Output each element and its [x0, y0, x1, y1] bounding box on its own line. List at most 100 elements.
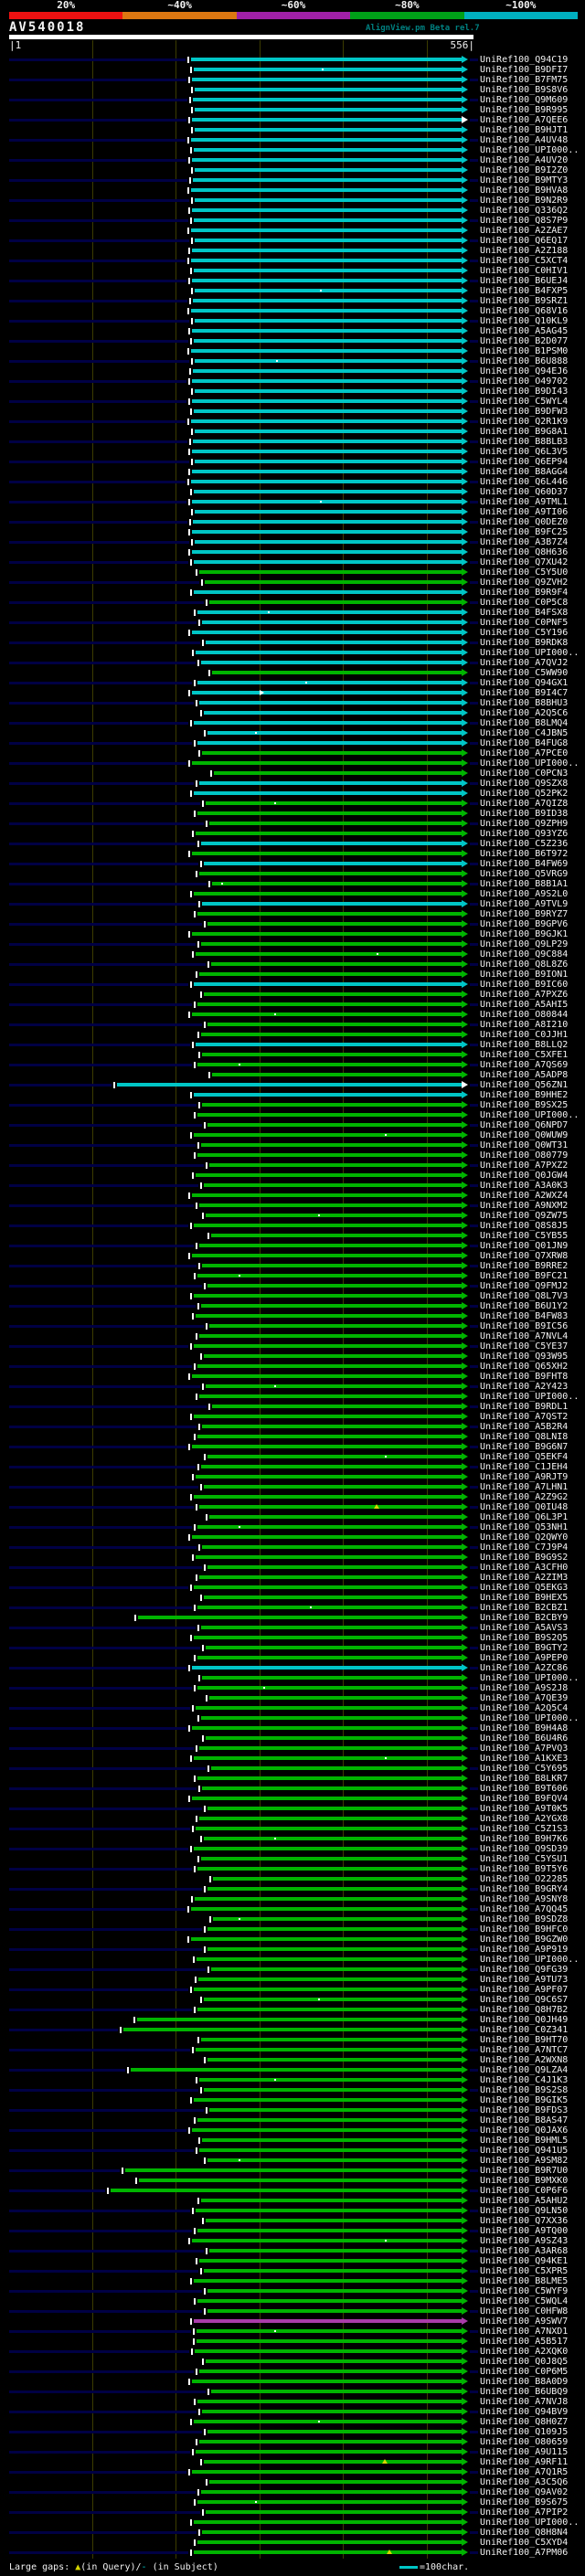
- hit-label[interactable]: UniRef100_B9RYZ7: [480, 909, 569, 919]
- hit-bar[interactable]: [190, 419, 463, 423]
- hit-bar[interactable]: [197, 1656, 463, 1659]
- hit-bar[interactable]: [212, 1405, 463, 1408]
- hit-bar[interactable]: [190, 138, 463, 142]
- hit-label[interactable]: UniRef100_C5YE37: [480, 1341, 569, 1352]
- hit-row[interactable]: UniRef100_B9I4C7: [0, 688, 585, 698]
- hit-label[interactable]: UniRef100_B9GTY2: [480, 1643, 569, 1653]
- hit-row[interactable]: UniRef100_O80779: [0, 1150, 585, 1161]
- hit-label[interactable]: UniRef100_B9R9F4: [480, 588, 569, 598]
- hit-label[interactable]: UniRef100_B8LMQ4: [480, 718, 569, 728]
- hit-bar[interactable]: [192, 399, 463, 403]
- hit-label[interactable]: UniRef100_A9RF11: [480, 2457, 569, 2467]
- hit-bar[interactable]: [205, 580, 463, 584]
- hit-row[interactable]: UniRef100_C5Y695: [0, 1764, 585, 1774]
- hit-row[interactable]: UniRef100_B4FW69: [0, 859, 585, 869]
- hit-bar[interactable]: [196, 1043, 463, 1046]
- hit-label[interactable]: UniRef100_B8LKR7: [480, 1774, 569, 1784]
- hit-row[interactable]: UniRef100_A5B517: [0, 2337, 585, 2347]
- hit-label[interactable]: UniRef100_A7NTC7: [480, 2045, 569, 2055]
- hit-bar[interactable]: [197, 2008, 463, 2011]
- hit-label[interactable]: UniRef100_B9G8A1: [480, 427, 569, 437]
- hit-row[interactable]: UniRef100_B4FUG8: [0, 738, 585, 748]
- hit-label[interactable]: UniRef100_B9H7K6: [480, 1834, 569, 1844]
- hit-bar[interactable]: [204, 711, 463, 715]
- hit-bar[interactable]: [192, 1797, 463, 1800]
- hit-label[interactable]: UniRef100_Q9SD39: [480, 1844, 569, 1854]
- hit-row[interactable]: UniRef100_A2ZC86: [0, 1663, 585, 1673]
- hit-row[interactable]: UniRef100_Q68V16: [0, 306, 585, 316]
- hit-bar[interactable]: [194, 2319, 463, 2323]
- hit-row[interactable]: UniRef100_Q65XH2: [0, 1362, 585, 1372]
- hit-label[interactable]: UniRef100_B9MTY3: [480, 175, 569, 186]
- hit-row[interactable]: UniRef100_A2YGX8: [0, 1814, 585, 1824]
- hit-bar[interactable]: [192, 249, 463, 252]
- hit-bar[interactable]: [194, 1294, 463, 1298]
- hit-row[interactable]: UniRef100_C5WYF9: [0, 2286, 585, 2296]
- hit-bar[interactable]: [202, 1545, 463, 1549]
- hit-row[interactable]: UniRef100_A9SM82: [0, 2156, 585, 2166]
- hit-label[interactable]: UniRef100_A9TML1: [480, 497, 569, 507]
- hit-label[interactable]: UniRef100_B6UBQ9: [480, 2387, 569, 2397]
- hit-bar[interactable]: [194, 1585, 463, 1589]
- hit-row[interactable]: UniRef100_Q94EJ6: [0, 366, 585, 376]
- hit-row[interactable]: UniRef100_A9U115: [0, 2447, 585, 2457]
- hit-label[interactable]: UniRef100_B6U4R6: [480, 1733, 569, 1744]
- hit-bar[interactable]: [198, 2259, 463, 2263]
- hit-label[interactable]: UniRef100_A7PCE0: [480, 748, 569, 758]
- hit-label[interactable]: UniRef100_UPI000..: [480, 758, 580, 769]
- hit-label[interactable]: UniRef100_B4FSX8: [480, 608, 569, 618]
- hit-bar[interactable]: [208, 2249, 463, 2253]
- hit-row[interactable]: UniRef100_B9S2Q5: [0, 1633, 585, 1643]
- hit-label[interactable]: UniRef100_Q8H0Z7: [480, 2417, 569, 2427]
- hit-label[interactable]: UniRef100_A7NXD1: [480, 2327, 569, 2337]
- hit-bar[interactable]: [193, 520, 463, 524]
- hit-row[interactable]: UniRef100_B4FW83: [0, 1311, 585, 1321]
- hit-label[interactable]: UniRef100_Q93W95: [480, 1352, 569, 1362]
- hit-label[interactable]: UniRef100_C5Y695: [480, 1764, 569, 1774]
- hit-bar[interactable]: [197, 681, 463, 684]
- hit-bar[interactable]: [210, 962, 463, 966]
- hit-label[interactable]: UniRef100_Q5EKF4: [480, 1452, 569, 1462]
- hit-row[interactable]: UniRef100_C5Z236: [0, 839, 585, 849]
- hit-label[interactable]: UniRef100_A5AHI5: [480, 1000, 569, 1010]
- hit-bar[interactable]: [137, 2018, 463, 2021]
- hit-row[interactable]: UniRef100_A7NTC7: [0, 2045, 585, 2055]
- hit-label[interactable]: UniRef100_A9PF07: [480, 1985, 569, 1995]
- hit-label[interactable]: UniRef100_B8AGG4: [480, 467, 569, 477]
- hit-row[interactable]: UniRef100_A5B2R4: [0, 1422, 585, 1432]
- hit-row[interactable]: UniRef100_Q2R1K9: [0, 417, 585, 427]
- hit-label[interactable]: UniRef100_A9S2J8: [480, 1683, 569, 1693]
- hit-bar[interactable]: [207, 1123, 463, 1127]
- hit-row[interactable]: UniRef100_A7Q1R5: [0, 2467, 585, 2477]
- hit-bar[interactable]: [198, 2369, 463, 2373]
- hit-label[interactable]: UniRef100_B9GJK1: [480, 929, 569, 939]
- hit-row[interactable]: UniRef100_O80844: [0, 1010, 585, 1020]
- hit-label[interactable]: UniRef100_C0PCN3: [480, 769, 569, 779]
- hit-bar[interactable]: [207, 1565, 463, 1569]
- hit-label[interactable]: UniRef100_B9T606: [480, 1784, 569, 1794]
- hit-row[interactable]: UniRef100_Q93W95: [0, 1352, 585, 1362]
- hit-row[interactable]: UniRef100_C5WW90: [0, 668, 585, 678]
- hit-label[interactable]: UniRef100_O80659: [480, 2437, 569, 2447]
- hit-row[interactable]: UniRef100_B9SX25: [0, 1100, 585, 1110]
- hit-label[interactable]: UniRef100_Q336Q2: [480, 206, 569, 216]
- hit-label[interactable]: UniRef100_UPI000..: [480, 1110, 580, 1120]
- hit-row[interactable]: UniRef100_Q6L446: [0, 477, 585, 487]
- hit-row[interactable]: UniRef100_A7QEE6: [0, 115, 585, 125]
- hit-label[interactable]: UniRef100_A4UV48: [480, 135, 569, 145]
- hit-bar[interactable]: [197, 2229, 463, 2232]
- hit-row[interactable]: UniRef100_Q0IU48: [0, 1502, 585, 1512]
- hit-row[interactable]: UniRef100_Q01JN9: [0, 1241, 585, 1251]
- hit-row[interactable]: UniRef100_A1KXE3: [0, 1754, 585, 1764]
- hit-bar[interactable]: [194, 218, 463, 222]
- hit-bar[interactable]: [192, 500, 463, 504]
- hit-bar[interactable]: [197, 741, 463, 745]
- hit-label[interactable]: UniRef100_Q6EP94: [480, 457, 569, 467]
- hit-row[interactable]: UniRef100_A9RJT9: [0, 1472, 585, 1482]
- hit-bar[interactable]: [198, 2440, 463, 2443]
- hit-bar[interactable]: [190, 228, 463, 232]
- hit-label[interactable]: UniRef100_B8LLQ2: [480, 1040, 569, 1050]
- hit-label[interactable]: UniRef100_Q53NH1: [480, 1522, 569, 1532]
- hit-row[interactable]: UniRef100_A9TQ00: [0, 2226, 585, 2236]
- hit-row[interactable]: UniRef100_Q2QWY0: [0, 1532, 585, 1542]
